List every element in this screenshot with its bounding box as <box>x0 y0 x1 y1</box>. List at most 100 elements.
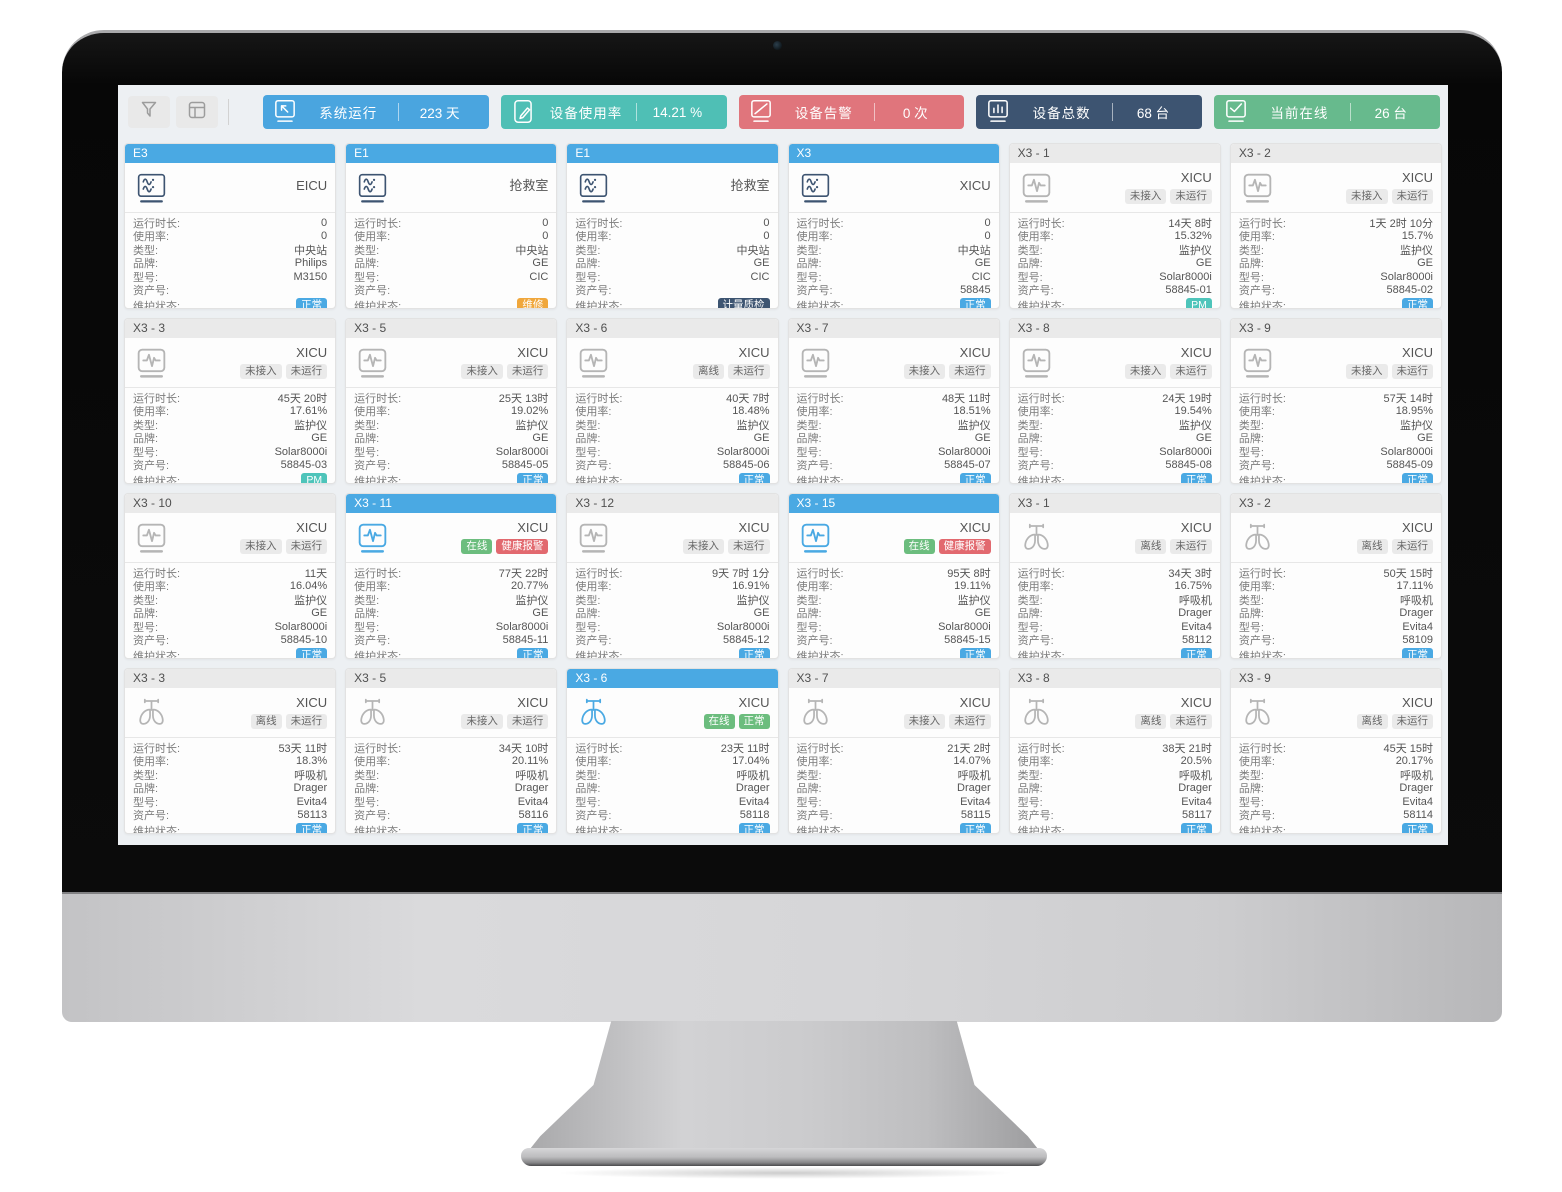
toolbar-stat-1[interactable]: 系统运行 223 天 <box>263 95 489 129</box>
device-card[interactable]: X3 - 6 XICU 在线 正常 运行时长: 23天 11时 使用率: 17.04% 类… <box>566 668 779 834</box>
device-card[interactable]: E1 抢救室 运行时长: 0 使用率: 0 类型: 中央站 品牌: GE 型号: CIC 资产号: 维… <box>566 143 779 309</box>
card-body: XICU 离线 未运行 运行时长: 40天 7时 使用率: 18.48% 类型: 监护仪 品牌… <box>567 338 778 483</box>
toolbar-stat-4[interactable]: 设备总数 68 台 <box>976 95 1203 129</box>
device-card[interactable]: X3 - 2 XICU 离线 未运行 运行时长: 50天 15时 使用率: 17.11%… <box>1229 493 1442 659</box>
device-id: X3 - 7 <box>788 319 999 338</box>
device-card[interactable]: E3 EICU 运行时长: 0 使用率: 0 类型: 中央站 品牌: Philips 型号: M3… <box>124 143 337 309</box>
device-card[interactable]: X3 - 1 XICU 离线 未运行 运行时长: 34天 3时 使用率: 16.75% 类… <box>1008 493 1221 659</box>
field-runtime: 运行时长: 25天 13时 <box>354 391 548 405</box>
device-id: X3 - 9 <box>1230 669 1441 688</box>
card-top: XICU 离线 未运行 <box>1239 691 1433 733</box>
bar-chart-icon <box>985 98 1011 126</box>
device-location: XICU <box>959 345 991 360</box>
layout-button[interactable] <box>176 96 218 128</box>
device-card[interactable]: X3 - 5 XICU 未接入 未运行 运行时长: 25天 13时 使用率: 19.02… <box>345 318 558 484</box>
field-label: 品牌: <box>796 783 822 796</box>
field-value: 18.48% <box>732 405 770 418</box>
field-maintenance: 维护状态: 维修 <box>354 297 549 308</box>
field-maintenance: 维护状态: 计量质检 <box>575 297 770 308</box>
device-card[interactable]: X3 - 5 XICU 未接入 未运行 运行时长: 34天 10时 使用率: 20.11… <box>345 668 558 834</box>
device-card[interactable]: X3 - 3 XICU 离线 未运行 运行时长: 53天 11时 使用率: 18.3% 类… <box>124 668 337 834</box>
filter-button[interactable] <box>128 96 170 128</box>
card-body: XICU 离线 未运行 运行时长: 50天 15时 使用率: 17.11% 类型: 呼吸机品… <box>1230 513 1441 658</box>
device-location: XICU <box>296 520 328 535</box>
field-maintenance: 维护状态: 正常 <box>1018 647 1212 658</box>
field-runtime: 运行时长: 53天 11时 <box>133 741 327 755</box>
device-id: X3 - 6 <box>567 669 778 688</box>
toolbar-stat-5[interactable]: 当前在线 26 台 <box>1214 95 1440 129</box>
card-meta: XICU 未接入 未运行 <box>841 691 991 733</box>
field-value: 0 <box>763 216 770 229</box>
field-label: 资产号: <box>575 285 612 298</box>
device-card[interactable]: X3 - 11 XICU 在线 健康报警 运行时长: 77天 22时 使用率: 20.7… <box>345 493 558 659</box>
device-card[interactable]: X3 - 1 XICU 未接入 未运行 运行时长: 14天 8时 使用率: 15.32%… <box>1008 143 1221 309</box>
field-value: Solar8000i <box>716 620 770 633</box>
field-runtime: 运行时长: 34天 3时 <box>1018 566 1212 580</box>
device-card[interactable]: X3 - 7 XICU 未接入 未运行 运行时长: 48天 11时 使用率: 18.51… <box>787 318 1000 484</box>
device-card[interactable]: X3 - 7 XICU 未接入 未运行 运行时长: 21天 2时 使用率: 14.07%… <box>787 668 1000 834</box>
device-card[interactable]: E1 抢救室 运行时长: 0 使用率: 0 类型: 中央站 品牌: GE 型号: CIC 资产号: 维… <box>345 143 558 309</box>
field-value: 监护仪 <box>736 594 770 607</box>
card-divider <box>125 387 336 388</box>
field-brand: 品牌: GE <box>133 607 327 620</box>
status-badges: 未接入 未运行 <box>1346 364 1433 379</box>
field-type: 类型: 呼吸机 <box>1239 593 1433 607</box>
field-runtime: 运行时长: 23天 11时 <box>575 741 769 755</box>
card-meta: XICU 离线 未运行 <box>177 691 328 733</box>
field-value: 17.61% <box>289 405 328 418</box>
field-model: 型号: CIC <box>354 270 548 284</box>
field-value: 0 <box>984 230 991 243</box>
device-card[interactable]: X3 - 12 XICU 未接入 未运行 运行时长: 9天 7时 1分 使用率: 16.… <box>566 493 779 659</box>
device-card[interactable]: X3 - 15 XICU 在线 健康报警 运行时长: 95天 8时 使用率: 19.11… <box>787 493 1000 659</box>
field-usage: 使用率: 15.7% <box>1239 230 1433 243</box>
field-label: 资产号: <box>1017 635 1054 648</box>
field-label: 运行时长: <box>354 742 402 755</box>
toolbar-stat-2[interactable]: 设备使用率 14.21 % <box>500 95 727 129</box>
patient-monitor-icon <box>1239 341 1283 383</box>
card-body: XICU 运行时长: 0 使用率: 0 类型: 中央站 品牌: GE 型号: CIC 资产号: 588… <box>788 163 999 308</box>
device-card[interactable]: X3 - 9 XICU 未接入 未运行 运行时长: 57天 14时 使用率: 18.95… <box>1229 318 1442 484</box>
device-card[interactable]: X3 - 2 XICU 未接入 未运行 运行时长: 1天 2时 10分 使用率: 15.… <box>1229 143 1442 309</box>
card-divider <box>1009 737 1220 738</box>
device-id: X3 - 1 <box>1009 494 1220 513</box>
field-list: 运行时长: 0 使用率: 0 类型: 中央站 品牌: GE 型号: CIC 资产号: 58845 维护状… <box>796 216 991 308</box>
field-value: 15.7% <box>1401 230 1433 243</box>
field-list: 运行时长: 77天 22时 使用率: 20.77% 类型: 监护仪 品牌: GE 型号: Sola… <box>354 566 549 658</box>
field-label: 使用率: <box>575 581 612 594</box>
field-label: 品牌: <box>796 258 822 271</box>
device-card[interactable]: X3 - 8 XICU 未接入 未运行 运行时长: 24天 19时 使用率: 19.54… <box>1008 318 1221 484</box>
status-badge: 未运行 <box>506 364 549 379</box>
status-badge: 离线 <box>693 364 724 379</box>
card-top: XICU 离线 未运行 <box>133 691 328 733</box>
field-label: 使用率: <box>1017 406 1054 419</box>
device-card[interactable]: X3 - 9 XICU 离线 未运行 运行时长: 45天 15时 使用率: 20.17%… <box>1229 668 1442 834</box>
device-card[interactable]: X3 - 3 XICU 未接入 未运行 运行时长: 45天 20时 使用率: 17.61… <box>124 318 337 484</box>
field-maintenance: 维护状态: 正常 <box>1018 472 1212 483</box>
field-label: 型号: <box>1017 271 1043 284</box>
field-maintenance: 维护状态: 正常 <box>133 647 328 658</box>
field-value: GE <box>311 432 328 445</box>
device-card[interactable]: X3 - 8 XICU 离线 未运行 运行时长: 38天 21时 使用率: 20.5% 类… <box>1008 668 1221 834</box>
patient-monitor-icon <box>133 341 177 383</box>
card-meta: XICU 未接入 未运行 <box>1062 341 1212 383</box>
device-card[interactable]: X3 XICU 运行时长: 0 使用率: 0 类型: 中央站 品牌: GE 型号: CIC 资产号:… <box>787 143 1000 309</box>
maintenance-badge: 正常 <box>959 298 991 308</box>
maintenance-badge: 正常 <box>959 823 991 833</box>
field-label: 品牌: <box>133 433 159 446</box>
dashboard-screen: 系统运行 223 天 设备使用率 14.21 % 设备告警 0 次 设备总数 6… <box>118 85 1448 845</box>
field-list: 运行时长: 34天 3时 使用率: 16.75% 类型: 呼吸机 品牌: Drager 型号: E… <box>1017 566 1212 658</box>
device-card[interactable]: X3 - 6 XICU 离线 未运行 运行时长: 40天 7时 使用率: 18.48% 类… <box>566 318 779 484</box>
field-label: 类型: <box>1017 244 1043 257</box>
field-model: 型号: Solar8000i <box>133 620 327 634</box>
toolbar-stat-3[interactable]: 设备告警 0 次 <box>738 95 965 129</box>
field-value: 58109 <box>1402 634 1433 647</box>
field-value: 0 <box>542 216 549 229</box>
device-card[interactable]: X3 - 10 XICU 未接入 未运行 运行时长: 11天 使用率: 16.04% 类型… <box>124 493 337 659</box>
field-asset: 资产号: 58845 <box>797 284 991 297</box>
field-label: 类型: <box>133 769 159 782</box>
field-label: 运行时长: <box>796 742 844 755</box>
field-label: 运行时长: <box>575 217 623 230</box>
field-maintenance: 维护状态: 正常 <box>354 472 549 483</box>
device-location: 抢救室 <box>509 177 549 193</box>
status-badge: 未接入 <box>1346 364 1388 379</box>
